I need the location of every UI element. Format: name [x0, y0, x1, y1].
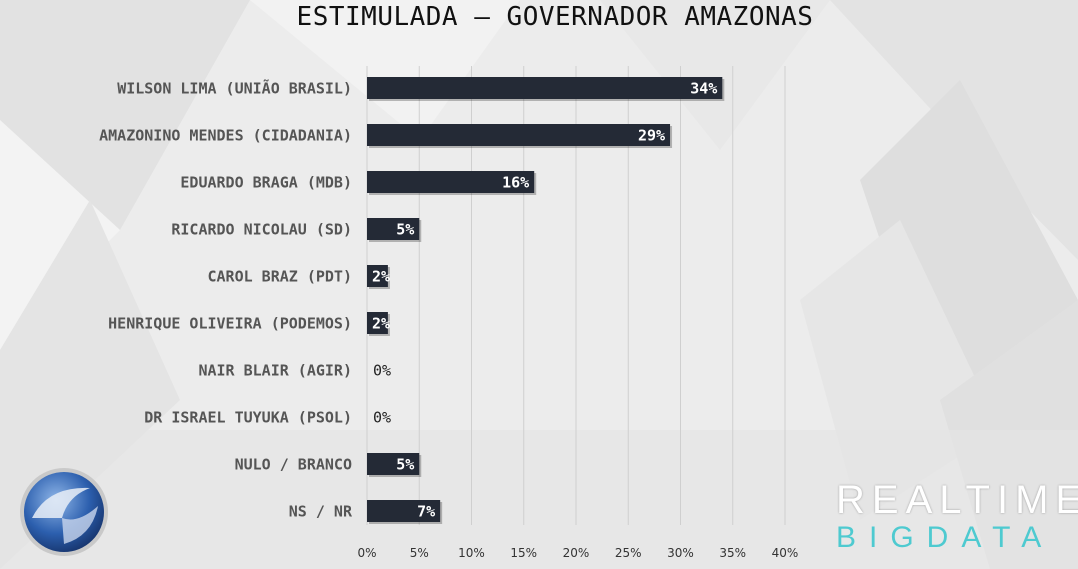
record-tv-logo [20, 468, 108, 556]
x-tick-label: 10% [458, 546, 485, 560]
x-tick-label: 40% [772, 546, 799, 560]
data-label: 2% [372, 315, 390, 333]
data-label: 7% [417, 503, 435, 521]
bars [367, 77, 725, 524]
data-label: 5% [396, 456, 414, 474]
category-label: HENRIQUE OLIVEIRA (PODEMOS) [108, 315, 352, 333]
x-axis-ticks: 0% 5% 10% 15% 20% 25% 30% 35% 40% [357, 546, 798, 560]
category-label: NS / NR [289, 503, 353, 521]
data-label: 34% [690, 80, 717, 98]
x-tick-label: 0% [357, 546, 376, 560]
category-label: NAIR BLAIR (AGIR) [198, 362, 352, 380]
data-label: 29% [638, 127, 665, 145]
data-label: 0% [373, 362, 391, 380]
category-label: NULO / BRANCO [235, 456, 352, 474]
x-tick-label: 25% [615, 546, 642, 560]
x-tick-label: 15% [510, 546, 537, 560]
bar [367, 453, 420, 475]
data-label: 5% [396, 221, 414, 239]
category-label: DR ISRAEL TUYUKA (PSOL) [144, 409, 352, 427]
bar [367, 312, 388, 334]
category-label: RICARDO NICOLAU (SD) [171, 221, 352, 239]
realtime-bigdata-logo: REALTIME BIGDATA [836, 480, 1078, 554]
category-label: AMAZONINO MENDES (CIDADANIA) [99, 127, 352, 145]
data-label: 0% [373, 409, 391, 427]
bar [367, 218, 420, 240]
bar [367, 77, 723, 99]
logo-line-2: BIGDATA [836, 521, 1055, 554]
x-tick-label: 5% [410, 546, 429, 560]
bar [367, 265, 388, 287]
data-label: 16% [502, 174, 529, 192]
x-tick-label: 20% [563, 546, 590, 560]
chart-title: ESTIMULADA – GOVERNADOR AMAZONAS [296, 2, 814, 32]
logo-line-1: REALTIME [836, 478, 1078, 522]
bar [367, 124, 671, 146]
bar [367, 500, 441, 522]
x-tick-label: 30% [667, 546, 694, 560]
data-labels: 34% 29% 16% 5% 2% 2% 0% 0% 5% 7% [372, 80, 717, 521]
category-label: EDUARDO BRAGA (MDB) [180, 174, 352, 192]
category-label: CAROL BRAZ (PDT) [208, 268, 353, 286]
data-label: 2% [372, 268, 390, 286]
bar [367, 171, 535, 193]
category-label: WILSON LIMA (UNIÃO BRASIL) [117, 79, 352, 98]
category-labels: WILSON LIMA (UNIÃO BRASIL) AMAZONINO MEND… [99, 79, 353, 521]
x-tick-label: 35% [719, 546, 746, 560]
